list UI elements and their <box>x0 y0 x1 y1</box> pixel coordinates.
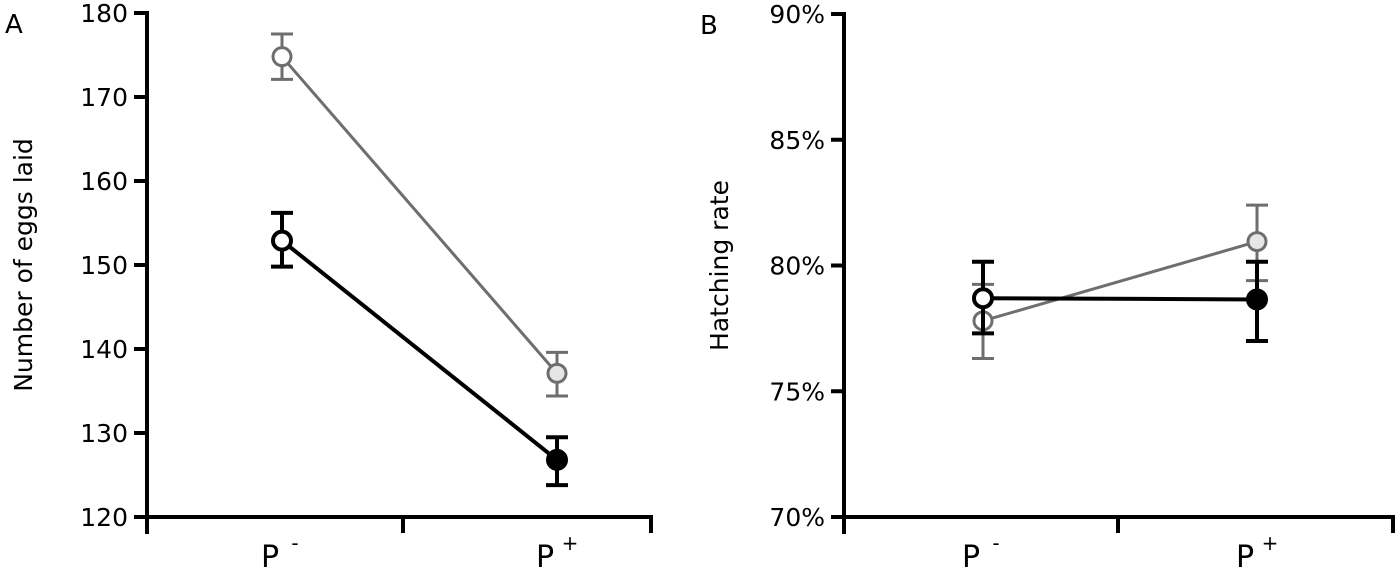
y-axis-label: Number of eggs laid <box>9 138 38 392</box>
x-tick-label-superscript: - <box>291 531 298 555</box>
x-tick-label-superscript: + <box>1262 531 1279 555</box>
data-point-marker <box>972 287 994 310</box>
data-point-marker <box>546 448 568 471</box>
panel-letter: B <box>700 11 718 41</box>
y-tick-label: 90% <box>769 0 825 29</box>
series-gray <box>972 203 1268 361</box>
series-line <box>280 239 559 462</box>
panel-letter: A <box>5 10 23 40</box>
data-point-marker <box>1246 231 1268 253</box>
x-tick-label: P <box>1236 540 1254 575</box>
y-tick-label: 85% <box>769 126 825 155</box>
y-tick-label: 70% <box>769 503 825 532</box>
data-point-marker <box>271 46 293 68</box>
series-line <box>280 55 559 375</box>
x-tick-label-superscript: - <box>992 531 999 555</box>
y-tick-label: 170 <box>80 83 128 112</box>
data-point-marker <box>1246 288 1268 311</box>
y-tick-label: 80% <box>769 252 825 281</box>
y-axis-label: Hatching rate <box>705 180 734 351</box>
series-black <box>271 210 568 488</box>
y-tick-label: 150 <box>80 251 128 280</box>
y-tick-label: 160 <box>80 167 128 196</box>
x-tick-label: P <box>536 540 554 575</box>
x-tick-label: P <box>962 540 980 575</box>
series-line <box>982 296 1258 302</box>
series-gray <box>271 32 568 398</box>
data-point-marker <box>271 229 293 252</box>
series-line <box>982 240 1258 323</box>
y-tick-label: 140 <box>80 335 128 364</box>
data-point-marker <box>546 362 568 384</box>
panel-a: A 120 130 140 150 160 170 180 Number of eggs lai… <box>5 0 653 575</box>
y-tick-label: 75% <box>769 377 825 406</box>
x-tick-label-superscript: + <box>562 531 579 555</box>
y-tick-label: 180 <box>80 0 128 28</box>
series-black <box>972 259 1268 343</box>
y-tick-label: 130 <box>80 419 128 448</box>
x-tick-label: P <box>261 540 279 575</box>
y-tick-label: 120 <box>80 503 128 532</box>
